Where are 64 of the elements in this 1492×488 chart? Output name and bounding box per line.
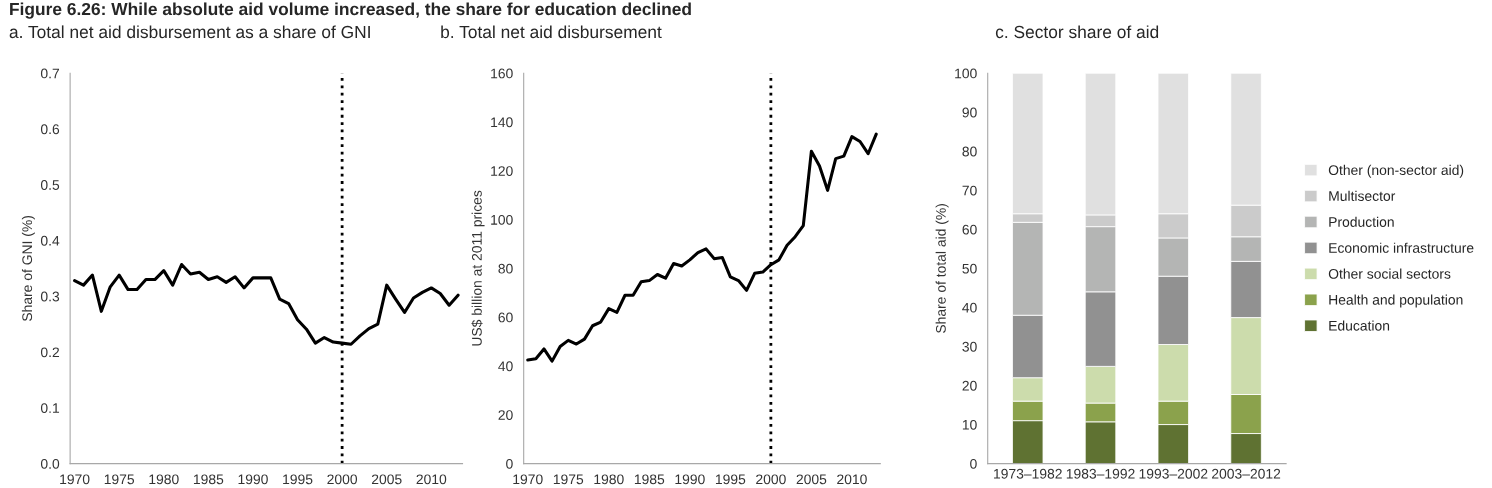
y-tick-label: 100 <box>491 214 513 225</box>
chart-title: b. Total net aid disbursement <box>441 25 662 39</box>
y-tick-label: 0.6 <box>40 124 60 135</box>
x-tick-label: 1990 <box>675 474 705 485</box>
x-tick-label: 1985 <box>193 474 224 485</box>
legend-label: Education <box>1329 320 1390 331</box>
x-tick-label: 1975 <box>553 474 584 485</box>
y-tick-label: 40 <box>962 302 977 313</box>
y-tick-label: 10 <box>962 419 977 430</box>
y-tick-label: 70 <box>962 185 977 196</box>
y-tick-label: 80 <box>498 263 513 274</box>
x-tick-label: 2000 <box>756 474 786 485</box>
legend-label: Economic infrastructure <box>1329 242 1474 253</box>
legend-label: Health and population <box>1329 294 1463 308</box>
x-tick-label: 1995 <box>283 474 313 485</box>
y-tick-label: 20 <box>498 410 513 420</box>
x-tick-label: 1970 <box>60 474 90 485</box>
legend-label: Other (non-sector aid) <box>1328 164 1464 178</box>
y-tick-label: 140 <box>491 117 513 128</box>
x-tick-label: 1990 <box>238 474 268 485</box>
y-tick-label: 60 <box>962 224 977 235</box>
y-tick-label: 100 <box>955 68 977 79</box>
x-tick-label: 1995 <box>715 474 746 485</box>
y-tick-label: 80 <box>962 146 977 157</box>
x-tick-label: 2010 <box>416 474 447 485</box>
caption: Figure 6.26: While absolute aid volume increased, the share for education declined <box>10 2 691 19</box>
y-tick-label: 0.2 <box>40 347 60 358</box>
y-tick-label: 50 <box>962 263 977 274</box>
y-tick-label: 90 <box>962 107 977 118</box>
x-tick-label: 1980 <box>149 474 179 485</box>
y-tick-label: 60 <box>498 312 513 323</box>
y-tick-label: 160 <box>491 68 513 79</box>
x-tick-label: 1970 <box>513 474 543 485</box>
legend-label: Multisector <box>1329 190 1396 201</box>
x-tick-label: 2005 <box>371 474 402 485</box>
y-axis-title: Share of total aid (%) <box>935 204 949 333</box>
y-axis-title: US$ billion at 2011 prices <box>471 190 485 346</box>
y-tick-label: 0.5 <box>40 180 60 190</box>
x-tick-label: 1975 <box>104 474 135 485</box>
y-tick-label: 0 <box>970 458 977 469</box>
x-tick-label: 2010 <box>837 474 867 485</box>
x-tick-label: 1980 <box>594 474 624 485</box>
x-tick-label: 2000 <box>327 474 358 485</box>
x-tick-label: 1983–1992 <box>1066 468 1135 479</box>
y-tick-label: 120 <box>491 166 513 176</box>
chart-title: c. Sector share of aid <box>995 25 1159 39</box>
y-tick-label: 0.1 <box>40 403 60 413</box>
legend-label: Production <box>1329 216 1394 227</box>
y-axis-title: Share of GNI (%) <box>21 216 35 322</box>
x-tick-label: 1973–1982 <box>994 468 1062 479</box>
y-tick-label: 0.7 <box>40 68 60 79</box>
x-tick-label: 1993–2002 <box>1139 468 1208 479</box>
x-tick-label: 2003–2012 <box>1212 468 1281 479</box>
chart-title: a. Total net aid disbursement as a share of GNI <box>9 25 370 39</box>
y-tick-label: 0.4 <box>40 235 60 246</box>
y-tick-label: 0.3 <box>40 291 60 302</box>
legend-label: Other social sectors <box>1328 268 1451 279</box>
y-tick-label: 40 <box>498 361 513 372</box>
y-tick-label: 0 <box>506 458 513 469</box>
x-tick-label: 2005 <box>796 474 827 485</box>
y-tick-label: 30 <box>962 341 977 352</box>
y-tick-label: 20 <box>962 380 977 391</box>
x-tick-label: 1985 <box>634 474 665 485</box>
y-tick-label: 0.0 <box>40 458 60 469</box>
